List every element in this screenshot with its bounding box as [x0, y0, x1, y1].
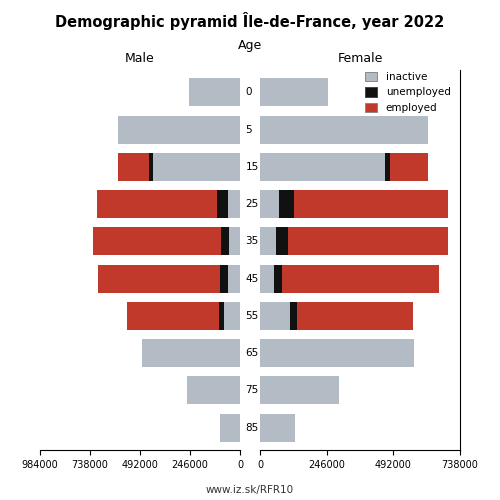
- Bar: [118, 116, 240, 143]
- Text: Age: Age: [238, 40, 262, 52]
- Title: Female: Female: [338, 52, 382, 64]
- Bar: [260, 228, 288, 256]
- Bar: [118, 116, 240, 143]
- Bar: [187, 376, 240, 404]
- Bar: [118, 153, 240, 181]
- Bar: [260, 414, 295, 442]
- Bar: [260, 78, 328, 106]
- Bar: [260, 78, 328, 106]
- Text: 5: 5: [246, 124, 252, 134]
- Bar: [118, 116, 240, 143]
- Bar: [260, 116, 428, 143]
- Bar: [189, 78, 240, 106]
- Bar: [224, 302, 240, 330]
- Bar: [260, 228, 448, 256]
- Bar: [260, 190, 448, 218]
- Bar: [218, 302, 240, 330]
- Text: 65: 65: [246, 348, 259, 358]
- Bar: [260, 116, 428, 143]
- Bar: [98, 264, 240, 292]
- Bar: [260, 376, 338, 404]
- Bar: [260, 414, 295, 442]
- Bar: [260, 376, 338, 404]
- Bar: [220, 414, 240, 442]
- Text: 15: 15: [246, 162, 259, 172]
- Text: Demographic pyramid Île-de-France, year 2022: Demographic pyramid Île-de-France, year …: [56, 12, 444, 30]
- Bar: [142, 339, 240, 367]
- Bar: [228, 264, 240, 292]
- Bar: [148, 153, 240, 181]
- Bar: [260, 264, 274, 292]
- Text: 0: 0: [246, 88, 252, 98]
- Title: Male: Male: [125, 52, 155, 64]
- Bar: [260, 78, 328, 106]
- Bar: [260, 190, 279, 218]
- Bar: [96, 190, 240, 218]
- Bar: [220, 264, 240, 292]
- Text: 75: 75: [246, 386, 259, 396]
- Bar: [216, 190, 240, 218]
- Bar: [260, 339, 414, 367]
- Text: 35: 35: [246, 236, 259, 246]
- Bar: [260, 339, 414, 367]
- Bar: [127, 302, 240, 330]
- Bar: [260, 116, 428, 143]
- Bar: [260, 153, 384, 181]
- Bar: [220, 228, 240, 256]
- Bar: [260, 302, 290, 330]
- Bar: [229, 228, 240, 256]
- Text: 85: 85: [246, 422, 259, 432]
- Bar: [187, 376, 240, 404]
- Text: 25: 25: [246, 199, 259, 209]
- Bar: [260, 339, 414, 367]
- Bar: [260, 228, 276, 256]
- Bar: [260, 302, 296, 330]
- Bar: [189, 78, 240, 106]
- Bar: [187, 376, 240, 404]
- Bar: [260, 302, 413, 330]
- Bar: [142, 339, 240, 367]
- Bar: [260, 264, 281, 292]
- Bar: [189, 78, 240, 106]
- Text: www.iz.sk/RFR10: www.iz.sk/RFR10: [206, 485, 294, 495]
- Bar: [220, 414, 240, 442]
- Bar: [260, 153, 390, 181]
- Bar: [152, 153, 240, 181]
- Bar: [220, 414, 240, 442]
- Bar: [260, 414, 295, 442]
- Bar: [260, 264, 439, 292]
- Bar: [228, 190, 240, 218]
- Text: 55: 55: [246, 311, 259, 321]
- Text: 45: 45: [246, 274, 259, 283]
- Bar: [260, 376, 338, 404]
- Legend: inactive, unemployed, employed: inactive, unemployed, employed: [361, 68, 455, 117]
- Bar: [92, 228, 240, 256]
- Bar: [260, 153, 428, 181]
- Bar: [142, 339, 240, 367]
- Bar: [260, 190, 294, 218]
